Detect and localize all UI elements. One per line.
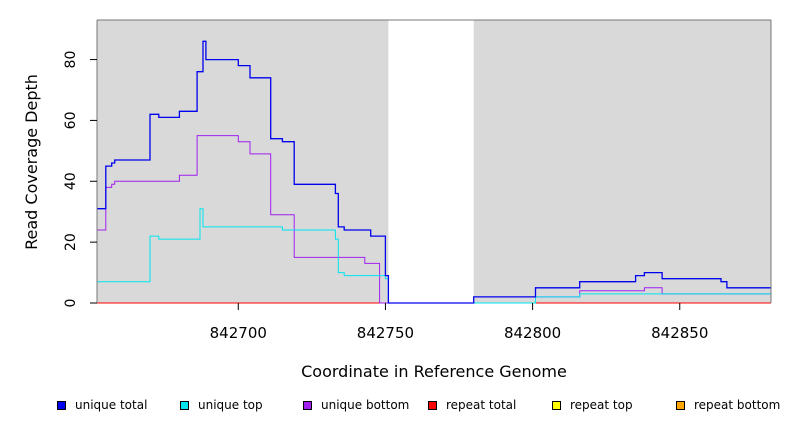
legend-label: repeat total	[446, 398, 517, 412]
y-tick-label: 60	[63, 112, 79, 130]
legend-swatch	[57, 400, 66, 410]
x-tick-label: 842700	[210, 324, 267, 342]
series-layer	[97, 40, 771, 304]
y-axis-label: Read Coverage Depth	[22, 74, 41, 250]
y-tick-label: 40	[63, 172, 79, 190]
series-line-unique-total	[97, 40, 771, 304]
legend-item: unique bottom	[303, 398, 409, 412]
legend-swatch	[303, 400, 312, 410]
shaded-region	[473, 20, 771, 303]
legend-swatch	[180, 400, 189, 410]
legend-label: repeat top	[570, 398, 633, 412]
x-axis-label: Coordinate in Reference Genome	[301, 362, 567, 381]
x-tick-label: 842800	[504, 324, 561, 342]
y-tick-label: 80	[63, 51, 79, 69]
legend-label: unique bottom	[321, 398, 410, 412]
legend-label: unique top	[198, 398, 263, 412]
legend-item: repeat total	[428, 398, 516, 412]
legend-swatch	[428, 400, 437, 410]
series-line-unique-top	[97, 208, 771, 304]
legend-swatch	[552, 400, 561, 410]
legend-label: unique total	[75, 398, 148, 412]
legend-item: unique top	[180, 398, 263, 412]
legend-swatch	[676, 400, 685, 410]
legend: unique total unique top unique bottom repea…	[0, 398, 792, 420]
legend-item: repeat top	[552, 398, 633, 412]
legend-item: repeat bottom	[676, 398, 780, 412]
legend-item: unique total	[57, 398, 147, 412]
legend-label: repeat bottom	[694, 398, 781, 412]
shaded-region	[97, 20, 389, 303]
y-tick-label: 0	[63, 299, 79, 308]
x-tick-label: 842850	[651, 324, 708, 342]
axes: 0 20 40 60 80 842700 842750 842800 842850	[63, 19, 772, 342]
plot-background	[97, 20, 771, 303]
y-tick-label: 20	[63, 233, 79, 251]
x-tick-label: 842750	[357, 324, 414, 342]
